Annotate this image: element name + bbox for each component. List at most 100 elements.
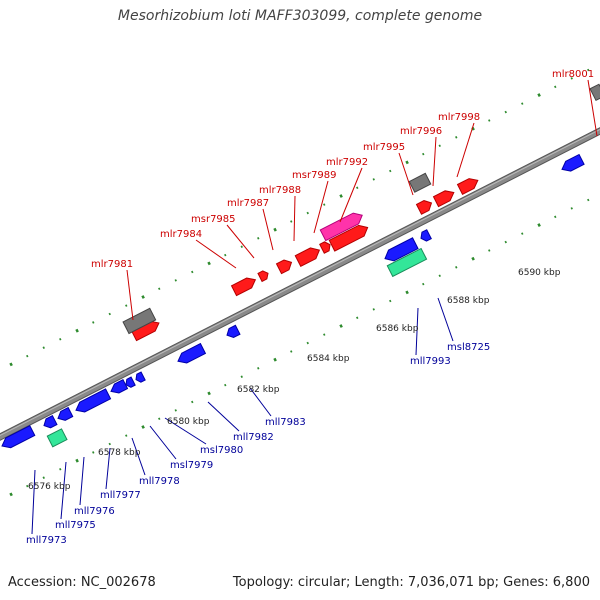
lower-gene-label: mll7982	[233, 432, 274, 443]
gene-shape	[408, 172, 432, 193]
track-dot	[290, 220, 293, 223]
track-dot	[389, 299, 392, 303]
lower-gene-label: msl7980	[200, 445, 243, 456]
track-dot	[207, 261, 211, 266]
track-dot	[521, 232, 524, 235]
lower-gene-label: msl7979	[170, 460, 213, 471]
gene-shape	[230, 277, 257, 297]
gene-shape	[275, 259, 293, 275]
lower-gene-label: mll7977	[100, 490, 141, 501]
upper-gene-label: msr7985	[191, 214, 236, 225]
lower-gene-label: mll7978	[139, 476, 180, 487]
track-dot	[323, 333, 326, 336]
gene-shape	[415, 200, 433, 215]
track-dot	[158, 417, 161, 421]
track-dot	[257, 367, 260, 370]
track-dot	[587, 68, 590, 72]
upper-gene-label: mlr7984	[160, 229, 202, 240]
gene-shape	[384, 237, 419, 262]
track-dot	[290, 350, 293, 353]
track-dot	[554, 215, 557, 219]
upper-label-leader	[262, 208, 274, 251]
gene-feature	[122, 307, 157, 335]
track-dot	[224, 383, 227, 387]
scale-tick-label: 6588 kbp	[447, 296, 490, 306]
upper-label-leader	[126, 269, 134, 321]
lower-label-leader	[131, 437, 146, 476]
track-dot	[240, 375, 243, 378]
track-dot	[59, 337, 62, 341]
track-dot	[306, 211, 309, 215]
track-dot	[372, 178, 375, 181]
track-dot	[26, 484, 29, 488]
lower-label-leader	[207, 401, 240, 432]
lower-label-leader	[105, 447, 111, 490]
track-dot	[504, 240, 507, 244]
gene-feature	[415, 200, 433, 215]
gene-feature	[408, 172, 432, 193]
track-dot	[323, 203, 326, 206]
track-dot	[174, 279, 177, 282]
track-dot	[273, 357, 277, 362]
gene-feature	[57, 406, 74, 421]
lower-gene-label: mll7975	[55, 520, 96, 531]
scale-tick-label: 6590 kbp	[518, 268, 561, 278]
track-dot	[257, 237, 260, 240]
upper-gene-label: mlr7987	[227, 198, 269, 209]
gene-feature	[589, 83, 600, 102]
track-dot	[389, 169, 392, 173]
lower-label-leader	[415, 307, 419, 356]
track-dot	[125, 304, 128, 307]
lower-label-leader	[164, 417, 207, 445]
lower-label-leader	[79, 456, 85, 506]
gene-feature	[275, 259, 293, 275]
upper-gene-label: mlr7981	[91, 259, 133, 270]
track-dot	[224, 253, 227, 257]
scale-tick-label: 6578 kbp	[98, 448, 141, 458]
accession-text: Accession: NC_002678	[8, 575, 156, 590]
lower-label-leader	[149, 425, 177, 460]
scale-tick-label: 6584 kbp	[307, 354, 350, 364]
gene-feature	[561, 153, 585, 172]
gene-shape	[561, 153, 585, 172]
track-dot	[356, 316, 359, 320]
genome-backbone	[0, 127, 600, 441]
track-dot	[42, 476, 45, 479]
track-dot	[59, 467, 62, 471]
gene-shape	[226, 324, 241, 339]
track-dot	[42, 346, 45, 349]
track-dot	[356, 186, 359, 190]
upper-label-leader	[339, 167, 363, 223]
gene-shape	[177, 342, 207, 364]
gene-feature	[46, 428, 68, 448]
track-dot	[422, 152, 425, 156]
gene-shape	[1, 424, 36, 449]
label-leaders	[31, 79, 598, 535]
gene-feature	[386, 247, 428, 278]
upper-label-leader	[226, 224, 255, 259]
track-dot	[125, 434, 128, 437]
track-dot	[108, 442, 111, 446]
track-dot	[240, 245, 243, 248]
gene-feature	[257, 270, 269, 283]
track-dot	[141, 425, 145, 429]
track-dot	[570, 207, 573, 210]
upper-label-leader	[432, 136, 437, 187]
upper-label-leader	[293, 195, 296, 242]
lower-label-leader	[249, 387, 272, 417]
track-dot	[455, 136, 458, 139]
gene-labels: mlr7981 mlr7984 msr7985 mlr7987 mlr7988 msr79…	[26, 69, 594, 546]
gene-features	[1, 83, 600, 449]
track-dot	[537, 93, 541, 97]
scale-tick-label: 6586 kbp	[376, 324, 419, 334]
track-dot	[141, 295, 145, 299]
track-dot	[339, 324, 343, 328]
upper-gene-label: mlr7998	[438, 112, 480, 123]
gene-shape	[432, 190, 455, 208]
track-dot	[207, 391, 211, 396]
lower-label-leader	[60, 461, 67, 520]
scale-tick-label: 6582 kbp	[237, 385, 280, 395]
lower-gene-label: msl8725	[447, 342, 490, 353]
gene-shape	[43, 414, 58, 429]
